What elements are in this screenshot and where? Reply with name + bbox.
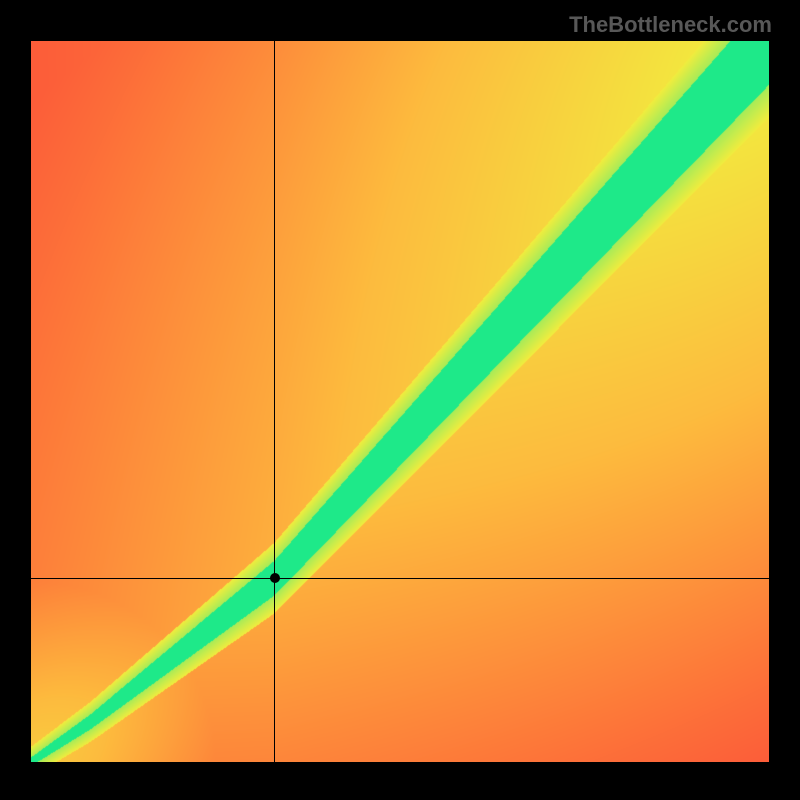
crosshair-horizontal (31, 578, 769, 579)
watermark-text: TheBottleneck.com (569, 12, 772, 38)
root-container: TheBottleneck.com (0, 0, 800, 800)
marker-dot (270, 573, 280, 583)
crosshair-vertical (274, 41, 275, 762)
bottleneck-heatmap (31, 41, 769, 762)
